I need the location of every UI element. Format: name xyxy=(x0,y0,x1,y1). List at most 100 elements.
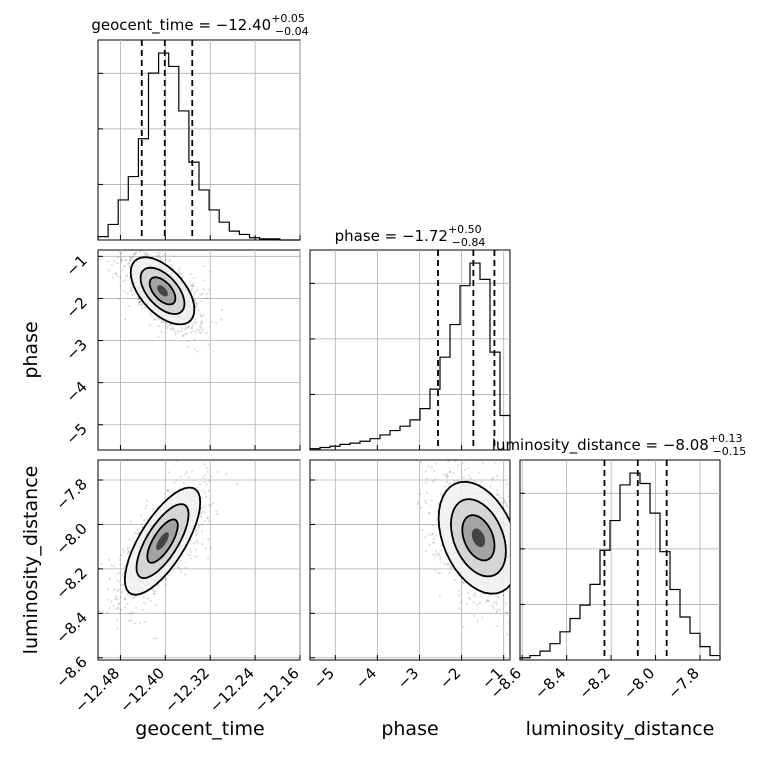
sample-point xyxy=(178,267,182,270)
sample-point xyxy=(199,312,202,316)
sample-point xyxy=(446,480,449,483)
sample-point xyxy=(517,525,519,527)
sample-point xyxy=(516,594,518,596)
sample-point xyxy=(116,275,119,278)
panel-grid xyxy=(520,460,720,660)
sample-point xyxy=(138,301,141,304)
sample-point xyxy=(117,588,120,591)
sample-point xyxy=(495,610,498,614)
sample-point xyxy=(158,318,161,321)
sample-point xyxy=(178,566,181,569)
sample-point xyxy=(191,288,194,291)
y-tick-label: −5 xyxy=(62,420,90,448)
sample-point xyxy=(514,523,516,525)
sample-point xyxy=(516,574,518,576)
sample-point xyxy=(205,483,208,486)
sample-point xyxy=(205,332,208,335)
sample-point xyxy=(121,548,125,551)
y-tick-label: −8.2 xyxy=(52,564,90,602)
sample-point xyxy=(474,595,477,598)
sample-point xyxy=(199,300,202,303)
sample-point xyxy=(179,475,182,478)
sample-point xyxy=(510,629,512,631)
sample-point xyxy=(165,584,168,587)
x-tick-label: −3 xyxy=(394,664,422,692)
sample-point xyxy=(421,528,424,532)
sample-point xyxy=(116,597,119,601)
sample-point xyxy=(185,471,188,474)
sample-point xyxy=(152,318,155,321)
sample-point xyxy=(424,499,427,502)
sample-point xyxy=(129,289,132,292)
sample-point xyxy=(203,491,206,494)
sample-point xyxy=(134,252,137,255)
sample-point xyxy=(493,601,496,604)
sample-point xyxy=(208,520,211,523)
sample-point xyxy=(172,568,175,571)
panel-2d-geocent-time-phase xyxy=(86,221,301,451)
sample-point xyxy=(443,562,447,566)
sample-point xyxy=(173,330,176,333)
sample-point xyxy=(202,279,205,282)
sample-point xyxy=(116,619,119,622)
sample-point xyxy=(172,481,176,484)
sample-point xyxy=(86,221,88,223)
sample-point xyxy=(143,621,146,624)
sample-point xyxy=(123,265,126,268)
sample-point xyxy=(438,595,441,598)
histogram-step xyxy=(309,262,511,450)
sample-point xyxy=(517,560,519,562)
sample-point xyxy=(194,534,198,537)
sample-point xyxy=(109,578,112,581)
histogram-step xyxy=(519,472,721,660)
sample-point xyxy=(192,542,195,545)
sample-point xyxy=(138,301,141,304)
sample-point xyxy=(495,601,498,604)
sample-point xyxy=(445,476,449,479)
sample-point xyxy=(496,489,499,492)
sample-point xyxy=(450,565,454,569)
histogram-marks xyxy=(519,460,721,660)
sample-point xyxy=(476,620,479,623)
sample-point xyxy=(225,452,227,454)
sample-point xyxy=(474,592,477,595)
sample-point xyxy=(452,472,455,475)
sample-point xyxy=(456,464,459,467)
x-tick-label: −5 xyxy=(310,664,338,692)
sample-point xyxy=(136,532,139,536)
sample-point xyxy=(131,257,134,260)
sample-point xyxy=(121,573,124,576)
sample-point xyxy=(135,606,138,609)
sample-point xyxy=(119,284,122,287)
sample-point xyxy=(485,600,488,604)
sample-point xyxy=(514,549,516,551)
sample-point xyxy=(469,477,472,480)
sample-point xyxy=(191,285,194,288)
sample-point xyxy=(118,608,121,611)
y-tick-label: −4 xyxy=(62,378,90,406)
sample-point xyxy=(154,318,157,321)
sample-point xyxy=(200,320,203,323)
y-axis-title-luminosity-distance: luminosity_distance xyxy=(20,466,42,655)
sample-point xyxy=(449,565,452,568)
sample-point xyxy=(206,556,210,560)
sample-point xyxy=(476,603,479,606)
sample-point xyxy=(427,465,430,468)
sample-point xyxy=(505,504,508,507)
sample-point xyxy=(502,497,505,500)
sample-point xyxy=(108,607,112,610)
sample-point xyxy=(152,588,155,591)
sample-point xyxy=(158,251,161,254)
sample-point xyxy=(201,489,204,492)
sample-point xyxy=(433,541,436,544)
sample-point xyxy=(508,622,510,625)
sample-point xyxy=(116,589,119,592)
sample-point xyxy=(196,539,199,542)
sample-point xyxy=(194,548,197,551)
sample-point xyxy=(167,573,170,576)
sample-point xyxy=(120,257,123,260)
sample-point xyxy=(172,327,175,330)
sample-point xyxy=(446,474,449,478)
sample-point xyxy=(164,576,167,580)
sample-point xyxy=(493,456,495,458)
